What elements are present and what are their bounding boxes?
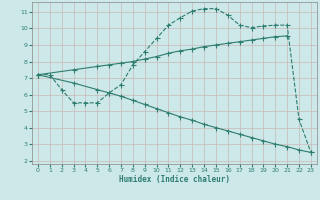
- X-axis label: Humidex (Indice chaleur): Humidex (Indice chaleur): [119, 175, 230, 184]
